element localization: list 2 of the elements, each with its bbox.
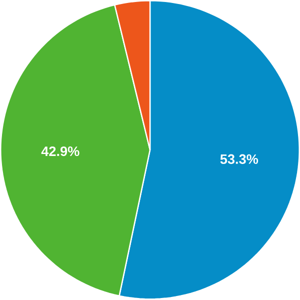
data-label: 53.3%: [220, 154, 258, 164]
data-label: 42.9%: [41, 146, 80, 156]
